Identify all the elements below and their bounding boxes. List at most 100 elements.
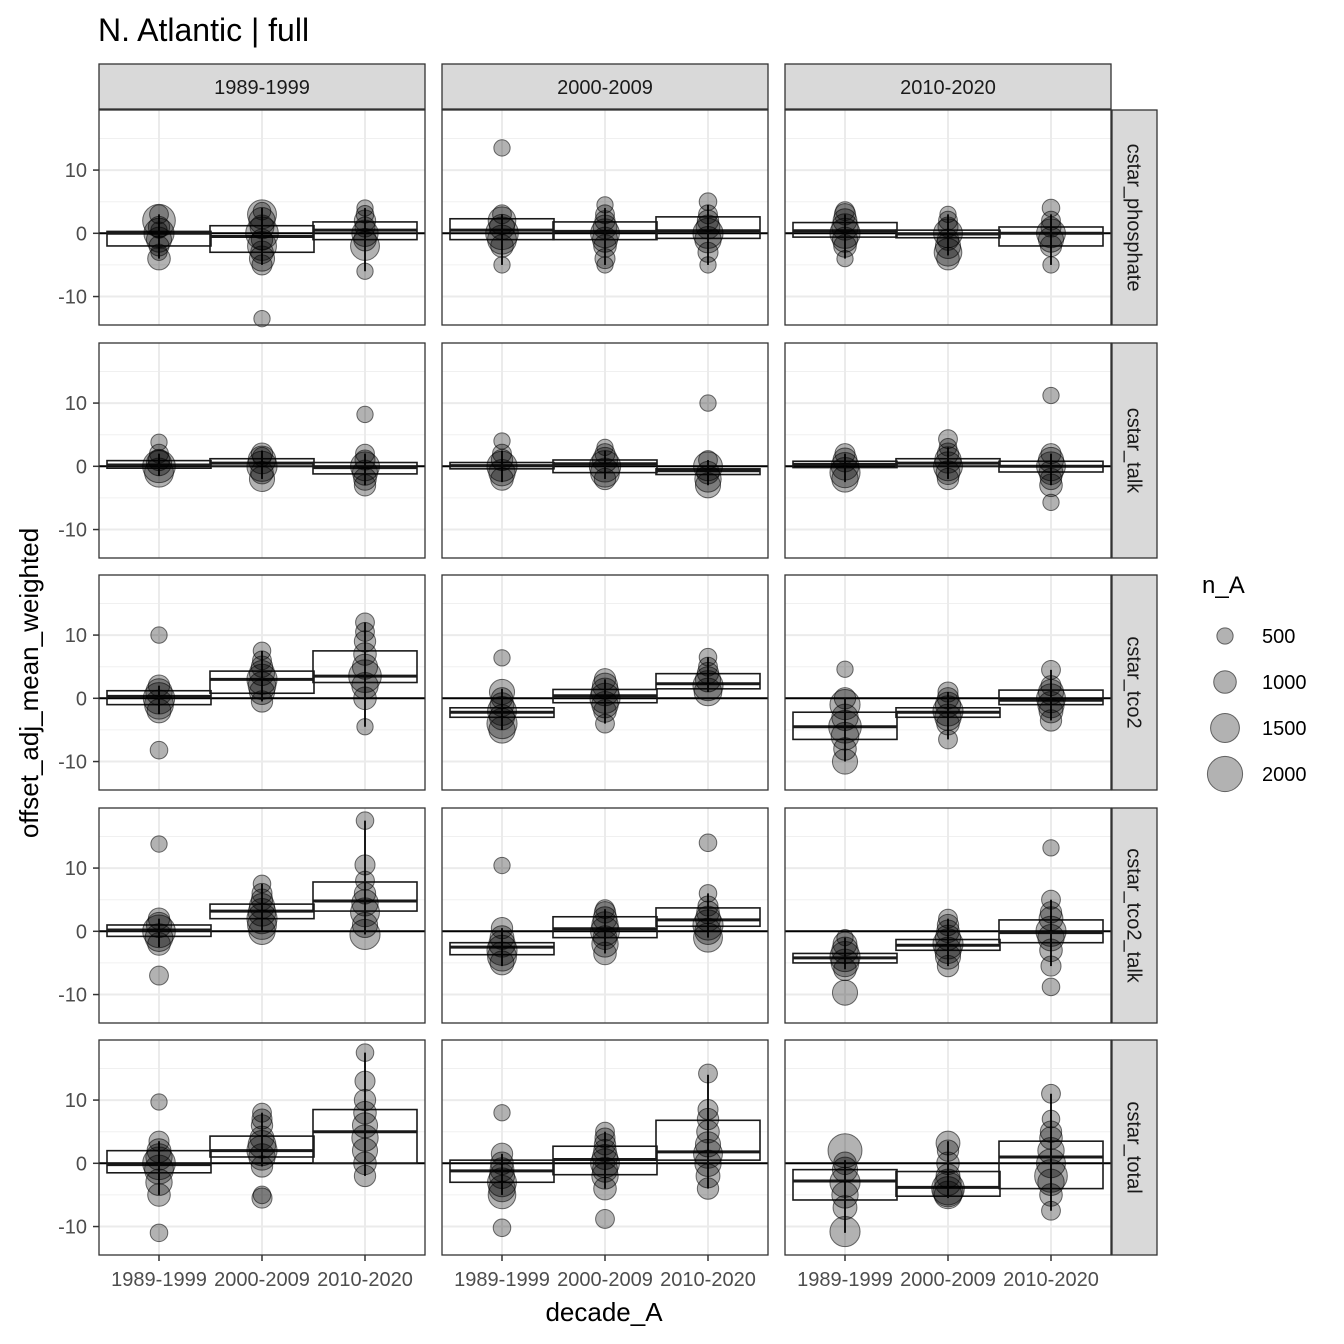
data-point (1039, 709, 1063, 732)
data-point (143, 217, 175, 249)
data-point (831, 226, 859, 253)
data-point (831, 1156, 859, 1183)
data-point (698, 656, 718, 677)
data-point (931, 1171, 965, 1206)
data-point (488, 678, 516, 706)
data-point (355, 443, 375, 464)
data-point (593, 901, 617, 924)
data-point (142, 1146, 176, 1181)
facet-panel (784, 1039, 1112, 1256)
data-point (831, 748, 859, 775)
data-point (934, 924, 962, 951)
column-strip-label: 2000-2009 (557, 77, 653, 99)
facet-strips: 1989-1999 2000-2009 2010-2020 cstar_phospha… (98, 63, 1158, 1256)
data-point (694, 1131, 722, 1158)
box-iqr (655, 216, 761, 240)
panel-border (784, 342, 1112, 559)
column-strip-background (784, 63, 1112, 110)
data-point (351, 219, 379, 247)
data-point (250, 442, 274, 465)
box-group (895, 429, 1001, 491)
data-point (593, 467, 617, 491)
data-point (489, 925, 515, 951)
data-point (836, 928, 854, 947)
data-point (247, 445, 277, 475)
data-point (832, 447, 858, 473)
data-point (938, 210, 958, 231)
data-point (1040, 443, 1062, 465)
y-tick-label: 0 (76, 921, 87, 943)
data-point (490, 1142, 514, 1165)
data-point (694, 465, 722, 493)
x-tick-label: 1989-1999 (797, 1269, 893, 1291)
row-strip-label: cstar_talk (1123, 408, 1145, 495)
panel-border (98, 807, 426, 1024)
data-point (696, 1177, 720, 1200)
data-point (934, 1168, 962, 1196)
column-strip-background (441, 63, 769, 110)
x-tick-label: 1989-1999 (454, 1269, 550, 1291)
data-point (356, 718, 374, 736)
column-strip-background (98, 63, 426, 110)
box-group (209, 874, 315, 945)
row-strip-background (1111, 1039, 1158, 1256)
y-tick-label: -10 (58, 287, 87, 309)
data-point (252, 650, 272, 671)
data-point (595, 899, 615, 920)
legend-label: 1500 (1262, 718, 1307, 740)
data-point (692, 217, 724, 249)
data-point (252, 446, 272, 467)
box-group (895, 908, 1001, 978)
data-point (588, 450, 622, 483)
data-point (835, 201, 855, 222)
legend-key (1210, 713, 1240, 743)
data-point (699, 394, 717, 412)
x-tick-label: 2000-2009 (214, 1269, 310, 1291)
box-group (998, 386, 1104, 512)
data-point (354, 854, 376, 876)
box-group (998, 1083, 1104, 1221)
data-point (590, 1148, 620, 1179)
data-point (698, 450, 718, 470)
y-tick-label: -10 (58, 520, 87, 542)
data-point (250, 888, 274, 911)
data-point (596, 196, 614, 214)
facet-panel (441, 109, 769, 326)
data-point (144, 457, 174, 488)
data-point (1041, 1109, 1061, 1129)
data-point (831, 213, 859, 241)
box-group (792, 1133, 898, 1248)
row-strip-background (1111, 342, 1158, 559)
data-point (150, 221, 168, 239)
data-point (251, 882, 273, 904)
box-iqr (106, 230, 212, 247)
panel-border (98, 574, 426, 791)
data-point (831, 979, 859, 1006)
data-point (830, 451, 860, 481)
facet-panel (441, 574, 769, 791)
data-point (1041, 1083, 1061, 1104)
data-point (1034, 1159, 1068, 1193)
data-point (590, 916, 620, 947)
y-tick-label: 10 (65, 393, 87, 415)
data-point (591, 446, 619, 474)
box-group (106, 203, 212, 271)
box-group (792, 928, 898, 1006)
data-point (251, 1108, 273, 1130)
data-point (356, 262, 374, 280)
data-point (1038, 906, 1064, 932)
data-point (594, 248, 616, 270)
panel-border (441, 574, 769, 791)
data-point (147, 907, 171, 930)
box-group (998, 839, 1104, 997)
data-point (354, 1070, 376, 1092)
data-point (829, 457, 861, 489)
data-point (142, 914, 176, 949)
box-group (552, 196, 658, 274)
data-point (356, 405, 374, 424)
data-point (493, 139, 511, 157)
data-point (697, 1099, 719, 1121)
data-point (149, 204, 169, 225)
data-point (591, 1143, 619, 1171)
data-point (247, 898, 277, 927)
